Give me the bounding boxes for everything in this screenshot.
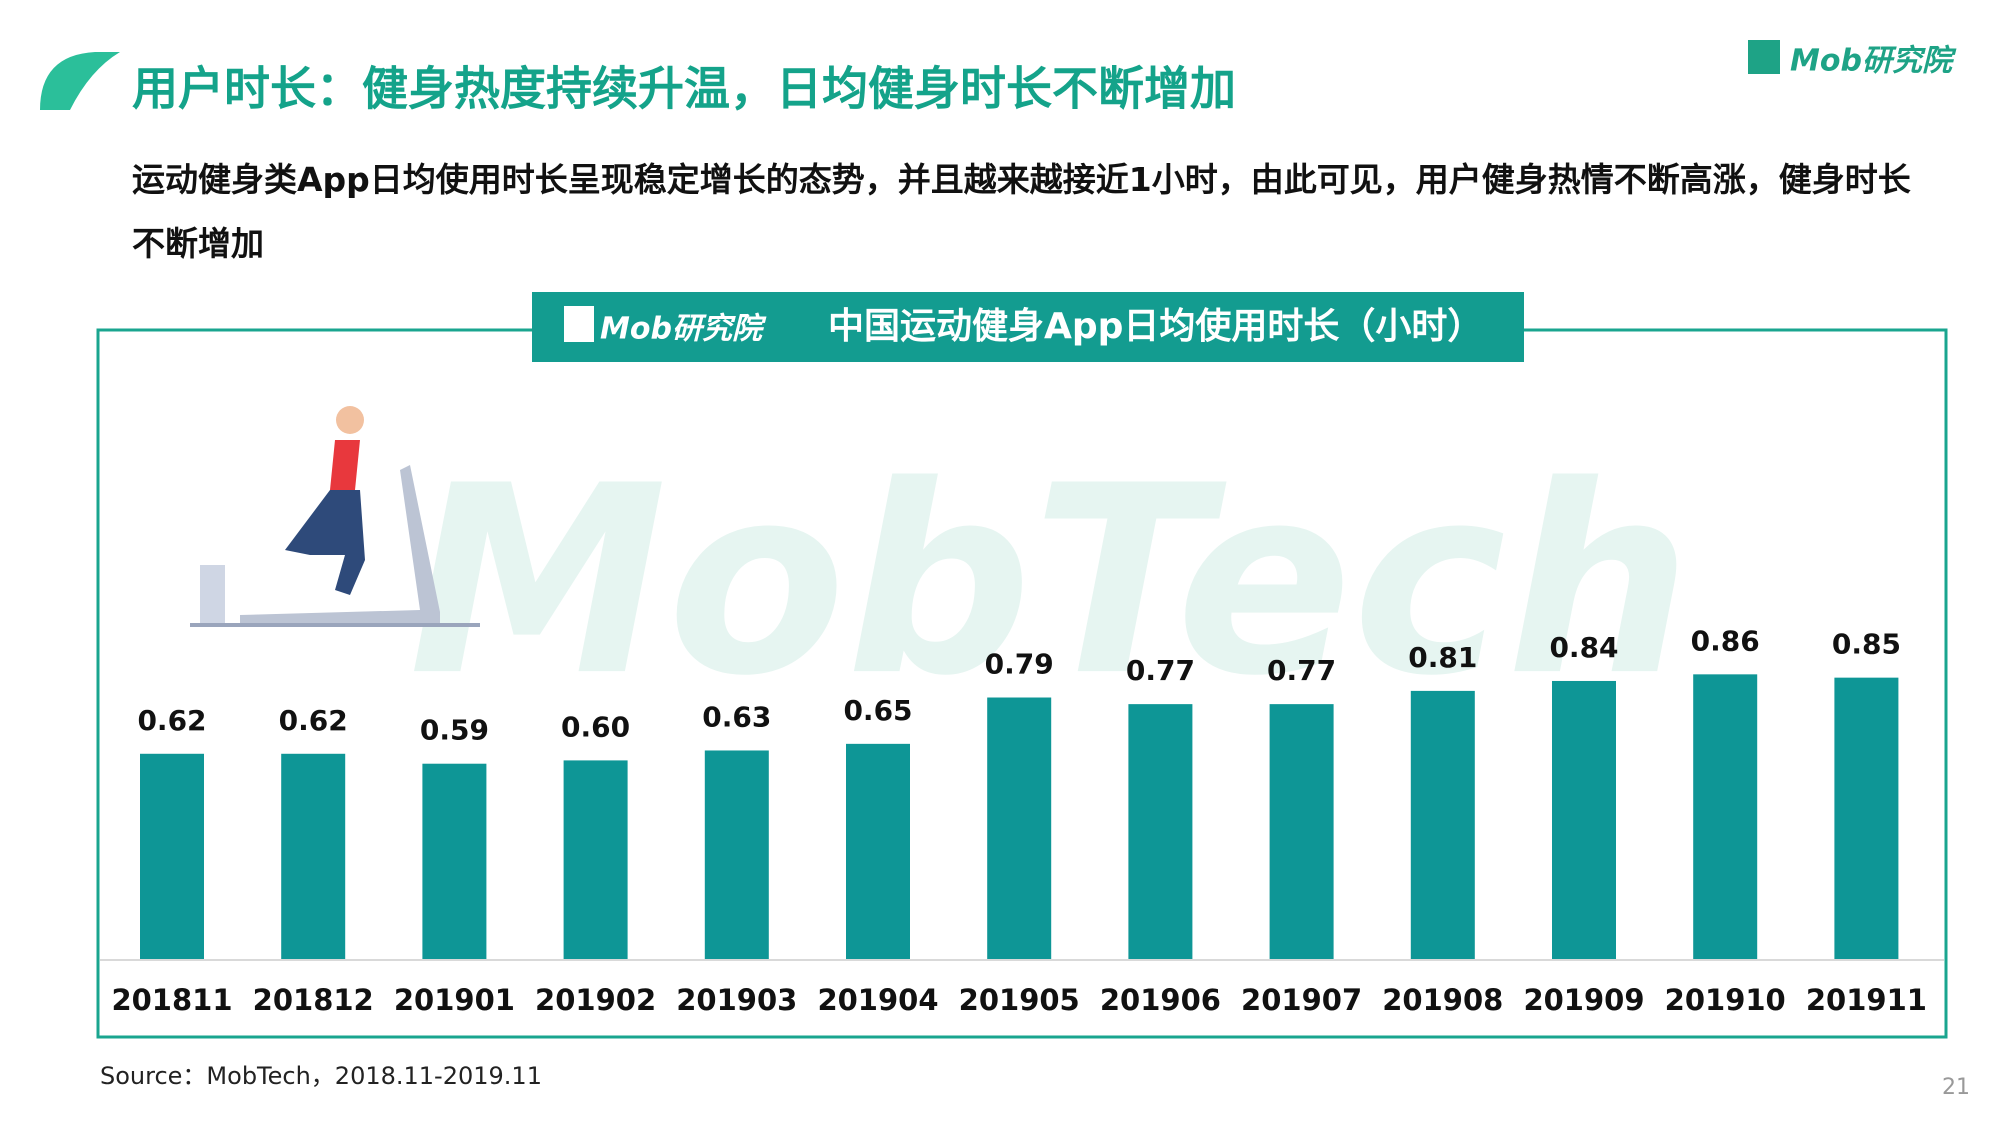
bar: [846, 743, 910, 959]
bar: [422, 763, 487, 959]
bar: [140, 753, 204, 959]
x-tick-label: 201907: [1241, 983, 1362, 1017]
chart-banner: [532, 292, 1524, 362]
value-label: 0.81: [1408, 641, 1477, 674]
x-tick-label: 201904: [817, 983, 938, 1017]
bar: [1410, 690, 1475, 959]
source: Source：MobTech，2018.11-2019.11: [100, 1062, 542, 1090]
value-label: 0.86: [1691, 624, 1760, 657]
value-label: 0.77: [1267, 654, 1336, 687]
bar: [1552, 680, 1616, 959]
page-number: 21: [1942, 1075, 1970, 1100]
value-label: 0.62: [279, 704, 348, 737]
value-label: 0.84: [1549, 631, 1618, 664]
banner-logo-icon: [564, 306, 594, 342]
x-tick-label: 201909: [1523, 983, 1644, 1017]
bar: [987, 697, 1052, 959]
banner-logo: Mob研究院: [600, 312, 767, 347]
value-label: 0.60: [561, 710, 630, 743]
logo-icon: [1748, 40, 1780, 74]
chart-title: 中国运动健身App日均使用时长（小时）: [828, 306, 1483, 347]
value-label: 0.62: [137, 704, 206, 737]
value-label: 0.85: [1832, 628, 1901, 661]
treadmill-illustration: [190, 406, 480, 627]
title: 用户时长：健身热度持续升温，日均健身时长不断增加: [132, 62, 1236, 116]
value-label: 0.77: [1126, 654, 1195, 687]
value-label: 0.65: [843, 694, 912, 727]
x-tick-label: 201812: [253, 983, 374, 1017]
x-tick-label: 201903: [676, 983, 797, 1017]
bar: [281, 753, 346, 959]
value-label: 0.59: [420, 714, 489, 747]
subtitle: 运动健身类App日均使用时长呈现稳定增长的态势，并且越来越接近1小时，由此可见，…: [132, 160, 1911, 263]
x-tick-label: 201908: [1382, 983, 1503, 1017]
value-label: 0.79: [985, 648, 1054, 681]
x-tick-label: 201910: [1665, 983, 1786, 1017]
x-tick-label: 201905: [959, 983, 1080, 1017]
bar: [1834, 677, 1899, 959]
corner-decoration: [40, 52, 120, 110]
bar: [704, 750, 769, 959]
value-label: 0.63: [702, 700, 771, 733]
bar: [1693, 674, 1758, 959]
bar: [1128, 704, 1193, 959]
watermark: MobTech: [409, 431, 1692, 733]
bar: [1269, 704, 1334, 959]
x-tick-label: 201911: [1806, 983, 1927, 1017]
bar: [563, 760, 628, 959]
x-tick-label: 201811: [111, 983, 232, 1017]
x-tick-label: 201902: [535, 983, 656, 1017]
x-tick-label: 201901: [394, 983, 515, 1017]
logo: Mob研究院: [1790, 44, 1957, 79]
x-tick-label: 201906: [1100, 983, 1221, 1017]
